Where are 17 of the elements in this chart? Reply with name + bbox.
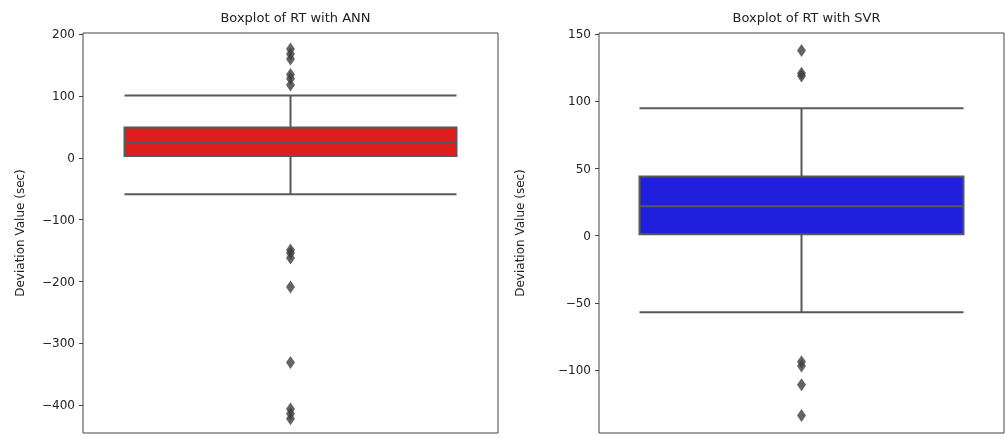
y-tick-label: −50 (565, 295, 591, 310)
y-tick-label: −300 (42, 336, 75, 351)
y-tick-label: 0 (67, 150, 75, 165)
y-tick-label: −100 (42, 212, 75, 227)
chart-title: Boxplot of RT with SVR (732, 10, 881, 25)
y-axis-title: Deviation Value (sec) (513, 169, 527, 297)
y-tick-label: 0 (583, 228, 591, 243)
y-tick-label: 100 (52, 89, 75, 104)
chart-title: Boxplot of RT with ANN (220, 10, 371, 25)
y-tick-label: −400 (42, 398, 75, 413)
y-tick-label: 200 (52, 27, 75, 42)
y-tick-label: 100 (568, 94, 591, 109)
y-tick-label: −100 (558, 362, 591, 377)
y-tick-label: −200 (42, 274, 75, 289)
y-axis-title: Deviation Value (sec) (13, 169, 27, 297)
y-tick-label: 150 (568, 27, 591, 42)
y-tick-label: 50 (575, 161, 591, 176)
